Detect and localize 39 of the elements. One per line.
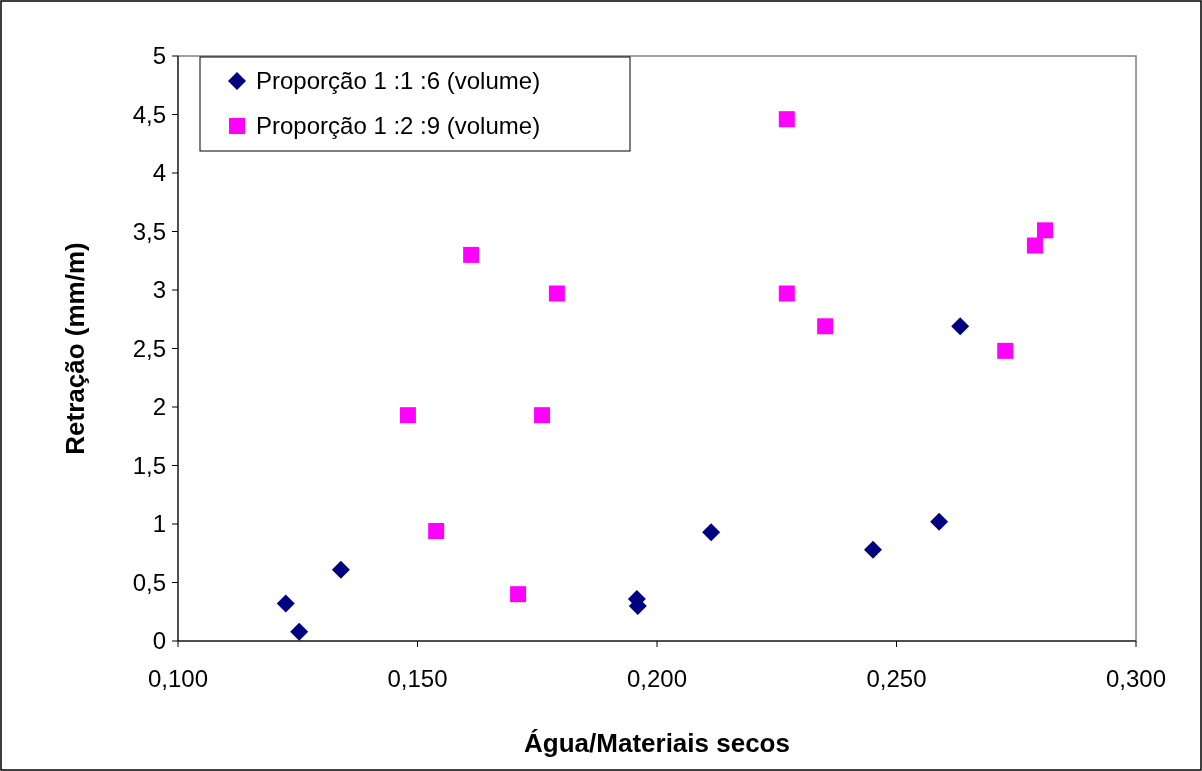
point bbox=[548, 285, 565, 302]
y-tick-label: 1,5 bbox=[132, 451, 166, 479]
point bbox=[331, 560, 350, 579]
x-tick-label: 0,300 bbox=[1105, 665, 1167, 692]
y-tick-label: 2 bbox=[152, 393, 166, 421]
y-tick-label: 2,5 bbox=[132, 334, 166, 362]
y-tick-label: 3 bbox=[152, 276, 166, 304]
point bbox=[399, 407, 416, 424]
point bbox=[778, 111, 795, 128]
y-tick-label: 3,5 bbox=[132, 217, 166, 245]
legend-label: Proporção 1 :1 :6 (volume) bbox=[256, 67, 541, 95]
point bbox=[428, 523, 445, 540]
point bbox=[951, 317, 970, 336]
y-tick-label: 0,5 bbox=[132, 568, 166, 596]
point bbox=[510, 586, 527, 603]
point bbox=[997, 342, 1014, 359]
point bbox=[1026, 237, 1043, 254]
point bbox=[534, 407, 551, 424]
x-axis-title: Água/Materiais secos bbox=[524, 728, 790, 758]
point bbox=[864, 540, 883, 559]
y-tick-label: 4,5 bbox=[132, 100, 166, 128]
y-tick-label: 5 bbox=[152, 42, 166, 70]
x-tick-label: 0,250 bbox=[866, 665, 927, 692]
point bbox=[930, 512, 949, 531]
point bbox=[290, 622, 309, 641]
y-tick-label: 0 bbox=[152, 627, 166, 655]
point bbox=[276, 594, 295, 613]
x-tick-label: 0,100 bbox=[147, 665, 209, 692]
y-tick-label: 4 bbox=[152, 159, 166, 187]
y-tick-label: 1 bbox=[152, 510, 166, 538]
point bbox=[1036, 222, 1053, 239]
point bbox=[817, 318, 834, 335]
point bbox=[463, 246, 480, 263]
point bbox=[778, 285, 795, 302]
point bbox=[702, 523, 721, 542]
x-tick-label: 0,200 bbox=[626, 665, 688, 692]
legend-label: Proporção 1 :2 :9 (volume) bbox=[256, 112, 541, 140]
x-tick-label: 0,150 bbox=[387, 665, 448, 692]
y-axis-title: Retração (mm/m) bbox=[60, 242, 90, 455]
